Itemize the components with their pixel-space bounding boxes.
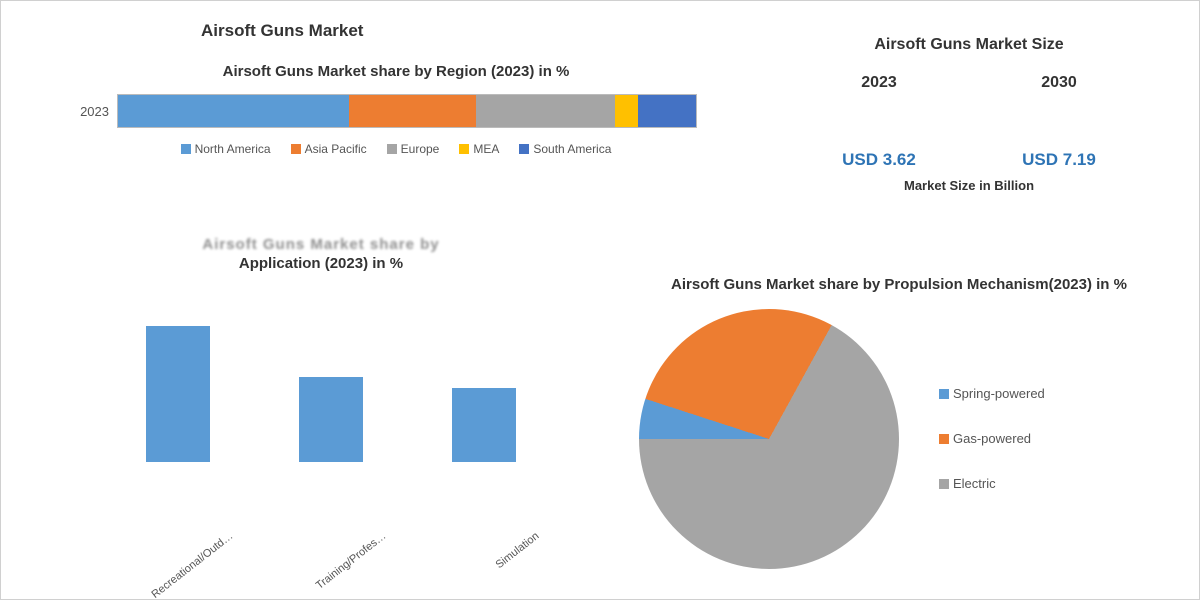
region-chart-title: Airsoft Guns Market share by Region (202… (71, 63, 721, 80)
region-segment (349, 95, 476, 127)
legend-label: Europe (401, 142, 440, 156)
legend-swatch (939, 434, 949, 444)
region-stacked-bar (117, 94, 697, 128)
legend-item: Europe (387, 142, 440, 156)
size-value-1: USD 7.19 (1022, 150, 1096, 170)
legend-label: Spring-powered (953, 386, 1045, 401)
legend-label: Asia Pacific (305, 142, 367, 156)
region-segment (476, 95, 615, 127)
region-chart: Airsoft Guns Market share by Region (202… (71, 63, 721, 156)
application-x-label: Recreational/Outd… (149, 530, 235, 601)
application-x-label: Training/Profes… (302, 530, 388, 601)
legend-swatch (939, 389, 949, 399)
application-bars (101, 292, 561, 462)
size-year-0: 2023 (861, 74, 897, 92)
application-x-label: Simulation (456, 530, 542, 601)
legend-item: Gas-powered (939, 431, 1045, 446)
legend-swatch (291, 144, 301, 154)
legend-label: Electric (953, 476, 996, 491)
pie-chart: Airsoft Guns Market share by Propulsion … (639, 276, 1159, 569)
legend-item: Spring-powered (939, 386, 1045, 401)
application-x-labels: Recreational/Outd…Training/Profes…Simula… (101, 530, 561, 542)
size-year-1: 2030 (1041, 74, 1077, 92)
legend-swatch (519, 144, 529, 154)
size-value-0: USD 3.62 (842, 150, 916, 170)
region-y-label: 2023 (71, 104, 117, 119)
application-bar (299, 377, 363, 462)
application-title-line-1: Airsoft Guns Market share by (202, 236, 439, 253)
legend-label: North America (195, 142, 271, 156)
legend-swatch (181, 144, 191, 154)
legend-item: Asia Pacific (291, 142, 367, 156)
pie-legend: Spring-powered Gas-powered Electric (939, 386, 1045, 491)
legend-swatch (939, 479, 949, 489)
region-segment (638, 95, 696, 127)
pie-graphic (639, 309, 899, 569)
region-bar-row: 2023 (71, 94, 721, 128)
main-title: Airsoft Guns Market (201, 21, 363, 41)
size-caption: Market Size in Billion (789, 178, 1149, 193)
application-bar (452, 388, 516, 462)
application-title-line-2: Application (2023) in % (239, 255, 403, 272)
size-years-row: 2023 2030 (789, 74, 1149, 92)
application-chart-title: Airsoft Guns Market share by Application… (61, 236, 581, 274)
legend-label: MEA (473, 142, 499, 156)
legend-item: North America (181, 142, 271, 156)
legend-label: Gas-powered (953, 431, 1031, 446)
region-legend: North America Asia Pacific Europe MEA South … (71, 142, 721, 156)
pie-row: Spring-powered Gas-powered Electric (639, 309, 1159, 569)
market-size-panel: Airsoft Guns Market Size 2023 2030 USD 3… (789, 36, 1149, 193)
region-segment (118, 95, 349, 127)
size-title: Airsoft Guns Market Size (789, 36, 1149, 54)
legend-swatch (387, 144, 397, 154)
application-bar (146, 326, 210, 462)
legend-item: MEA (459, 142, 499, 156)
application-chart: Airsoft Guns Market share by Application… (61, 236, 581, 522)
region-segment (615, 95, 638, 127)
size-values-row: USD 3.62 USD 7.19 (789, 150, 1149, 170)
legend-item: South America (519, 142, 611, 156)
legend-item: Electric (939, 476, 1045, 491)
application-plot-area: Recreational/Outd…Training/Profes…Simula… (101, 292, 561, 522)
legend-swatch (459, 144, 469, 154)
pie-chart-title: Airsoft Guns Market share by Propulsion … (639, 276, 1159, 295)
legend-label: South America (533, 142, 611, 156)
